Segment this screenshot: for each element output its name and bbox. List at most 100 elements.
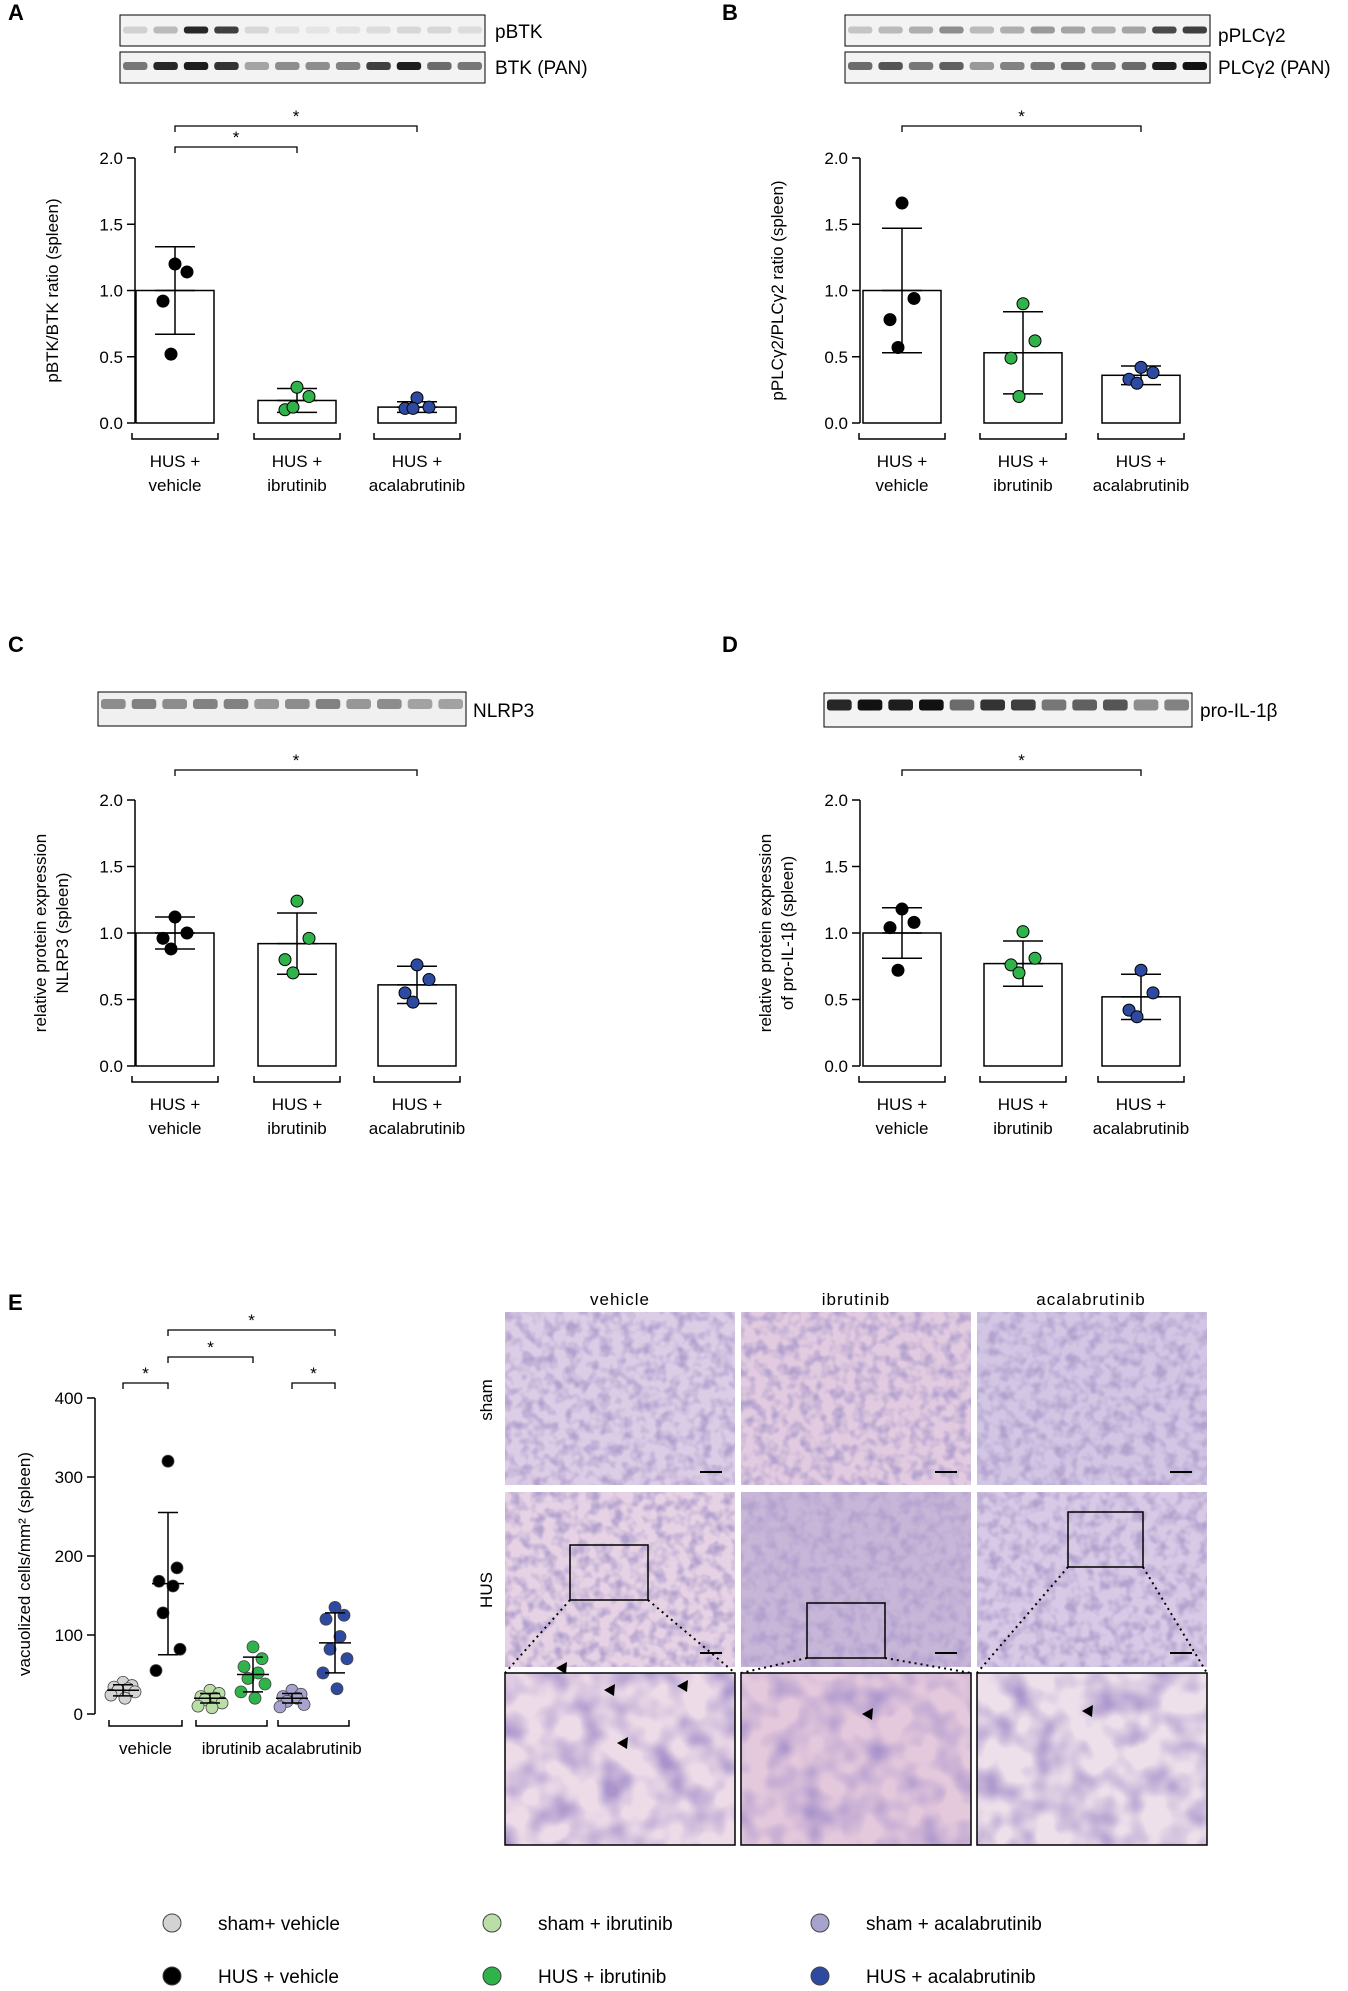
y-axis-label-line: of pro-IL-1β (spleen) [778, 856, 797, 1010]
category-label: ibrutinib [202, 1739, 262, 1758]
zoom-connector [504, 1599, 571, 1674]
y-axis-label-line: NLRP3 (spleen) [53, 873, 72, 994]
arrowhead-icon [677, 1680, 688, 1692]
data-point [164, 347, 178, 361]
significance-star: * [310, 1364, 317, 1383]
blot-band [1152, 26, 1177, 34]
data-point [406, 401, 420, 415]
y-tick-label: 400 [55, 1389, 83, 1408]
blot-band [101, 699, 126, 709]
data-point [1004, 351, 1018, 365]
blot-band [396, 26, 422, 34]
data-point [1012, 390, 1026, 403]
category-label: ibrutinib [993, 476, 1053, 495]
micrograph-nuclei [977, 1673, 1207, 1845]
y-tick-label: 1.5 [824, 858, 848, 877]
data-point [340, 1652, 354, 1666]
significance-star: * [142, 1364, 149, 1383]
category-bracket [253, 433, 341, 440]
micrograph-nuclei [977, 1312, 1207, 1485]
category-bracket [373, 433, 461, 440]
zoom-connectors [504, 1566, 1208, 1674]
category-bracket [858, 1076, 946, 1083]
y-axis-label-line: relative protein expression [31, 834, 50, 1032]
blot-band [153, 26, 178, 34]
category-bracket [277, 1720, 350, 1727]
blot-band [1030, 26, 1055, 34]
category-bracket [373, 1076, 461, 1083]
zoom-connector [1142, 1566, 1208, 1674]
micrograph-nuclei [505, 1492, 735, 1667]
micrograph-frame [740, 1672, 972, 1846]
blot-band [919, 699, 944, 711]
legend-label: sham+ vehicle [218, 1914, 340, 1935]
blot-b-pplcg2-label: pPLCγ2 [1218, 26, 1286, 47]
zoom-box [806, 1602, 886, 1659]
panel-letter-c: C [8, 632, 24, 657]
category-label: acalabrutinib [265, 1739, 361, 1758]
arrowhead-icon [617, 1737, 628, 1749]
legend-label: sham + acalabrutinib [866, 1914, 1042, 1935]
category-bracket [1097, 433, 1185, 440]
data-point [166, 1579, 180, 1593]
blot-band [1164, 699, 1189, 711]
category-label: acalabrutinib [1093, 476, 1189, 495]
micrograph-hus-acalabrutinib [977, 1492, 1207, 1667]
y-tick-label: 2.0 [824, 791, 848, 810]
significance-bracket [122, 1382, 169, 1389]
micrograph-zoom-vehicle [504, 1662, 736, 1846]
blot-band [214, 26, 239, 34]
blot-band [153, 62, 178, 70]
blot-band [1011, 699, 1036, 711]
blot-band [223, 699, 249, 709]
category-bracket [858, 433, 946, 440]
blot-band [1091, 26, 1116, 34]
category-label: vehicle [149, 1119, 202, 1138]
significance-star: * [233, 128, 240, 147]
blot-band [949, 699, 975, 711]
blot-band [162, 699, 187, 709]
significance-bracket [174, 769, 418, 776]
legend: sham+ vehicle HUS + vehicle sham + ibrutin… [162, 1913, 1042, 1988]
data-point [149, 1664, 163, 1677]
category-label: vehicle [119, 1739, 172, 1758]
blot-a-btk [119, 51, 486, 84]
data-point [907, 915, 921, 929]
y-axis-label: pBTK/BTK ratio (spleen) [43, 198, 62, 382]
micrograph-zoom-acalabrutinib [976, 1672, 1208, 1846]
bar [862, 932, 942, 1067]
data-point [891, 963, 905, 977]
micrograph-sham-acalabrutinib [977, 1312, 1207, 1485]
significance-bracket [901, 769, 1142, 776]
y-axis-label: pPLCγ2/PLCγ2 ratio (spleen) [768, 180, 787, 400]
category-label: HUS + [877, 452, 928, 471]
significance-bracket [167, 1356, 254, 1363]
legend-marker [810, 1913, 830, 1933]
category-label: ibrutinib [993, 1119, 1053, 1138]
significance-bracket [174, 146, 298, 153]
y-tick-label: 1.5 [99, 215, 123, 234]
blot-band [857, 699, 883, 711]
data-point [170, 1561, 184, 1575]
blot-band [346, 699, 371, 709]
category-label: HUS + [150, 1095, 201, 1114]
data-point [1134, 963, 1148, 977]
blot-d-proil1b-frame [823, 692, 1193, 728]
chart-b: 0.0 0.5 1.0 1.5 2.0 pPLCγ2/PLCγ2 ratio (splee… [768, 107, 1189, 495]
data-point [319, 1612, 333, 1626]
data-point [286, 966, 300, 980]
blot-band [131, 699, 157, 709]
category-label: HUS + [392, 1095, 443, 1114]
chart-c: 0.0 0.5 1.0 1.5 2.0 relative protein expressi… [31, 751, 465, 1138]
data-point [1016, 297, 1030, 311]
category-label: acalabrutinib [369, 1119, 465, 1138]
arrowhead-icon [862, 1708, 873, 1720]
blot-band [123, 62, 148, 70]
blot-band [193, 699, 218, 709]
data-point [128, 1685, 142, 1699]
data-point [290, 894, 304, 908]
data-point [156, 931, 170, 945]
data-point [286, 400, 300, 414]
data-point [883, 313, 897, 327]
blot-a-pbtk-frame [119, 14, 486, 47]
